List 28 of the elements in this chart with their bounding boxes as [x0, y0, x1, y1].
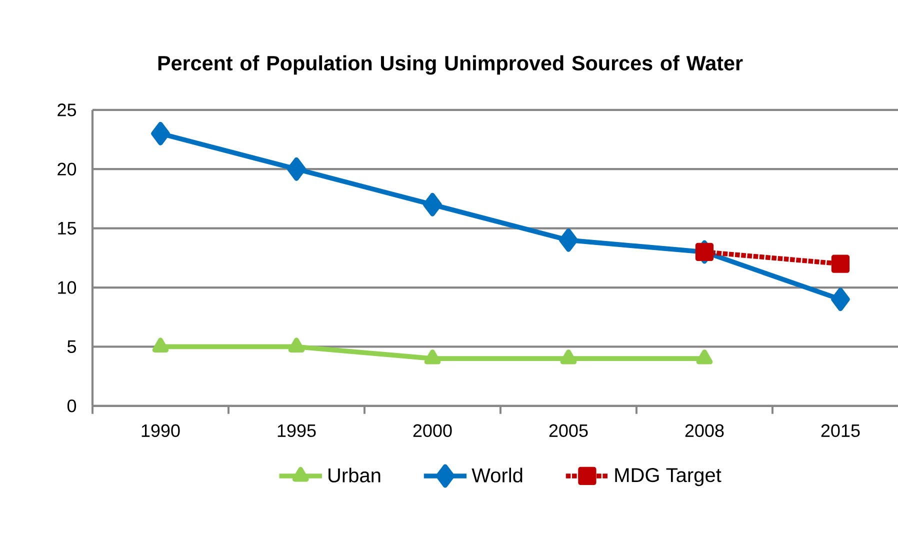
legend-label: MDG Target: [615, 468, 722, 486]
point: [559, 228, 578, 252]
x-tick-label: 2005: [549, 424, 588, 438]
y-tick-label: 20: [58, 162, 76, 176]
x-tick-label: 1995: [278, 424, 316, 438]
legend-label: Urban: [328, 468, 380, 482]
point: [152, 338, 169, 352]
point: [831, 288, 850, 312]
x-tick-label: 2008: [685, 424, 724, 438]
x-tick-label: 2000: [413, 424, 452, 438]
legend-label: World: [472, 468, 522, 482]
x-tick-label: 1990: [142, 424, 180, 438]
y-tick-label: 0: [67, 400, 76, 412]
y-tick-label: 25: [58, 104, 76, 116]
point: [560, 349, 577, 364]
point: [288, 338, 305, 352]
y-tick-label: 5: [67, 340, 76, 353]
x-tick-label: 2015: [821, 424, 860, 438]
point: [151, 122, 170, 146]
point: [695, 242, 714, 262]
chart-title: Percent of Population Using Unimproved Sources of Water: [158, 55, 743, 75]
point: [287, 157, 306, 181]
point: [831, 254, 850, 273]
point: [424, 349, 441, 364]
y-tick-label: 10: [58, 281, 76, 294]
point: [423, 192, 442, 216]
y-tick-label: 15: [58, 222, 76, 235]
point: [696, 349, 713, 364]
